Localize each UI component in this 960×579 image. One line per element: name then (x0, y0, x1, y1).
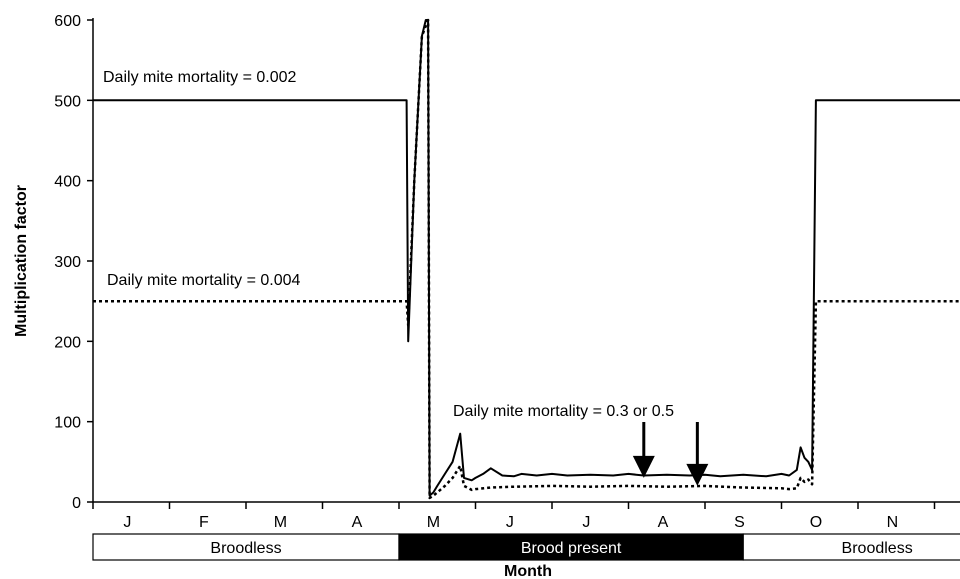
x-tick-label: A (352, 514, 363, 531)
x-tick-label: J (123, 514, 131, 531)
series-line-dotted (93, 18, 960, 500)
x-tick-label: M (274, 514, 287, 531)
x-tick-label: S (734, 514, 745, 531)
annotation-arrow-head (632, 455, 655, 478)
annotation-mortality-0002: Daily mite mortality = 0.002 (103, 69, 297, 86)
y-tick-label: 0 (72, 495, 81, 512)
band-2 (742, 533, 960, 561)
y-tick-label: 600 (54, 13, 81, 30)
x-tick-label: J (582, 514, 590, 531)
y-axis-title: Multiplication factor (13, 185, 30, 337)
x-tick-label: F (199, 514, 209, 531)
x-tick-label: J (506, 514, 514, 531)
series-line-solid (93, 19, 960, 497)
x-tick-label: O (810, 514, 822, 531)
y-tick-label: 300 (54, 254, 81, 271)
annotation-mortality-03-05: Daily mite mortality = 0.3 or 0.5 (453, 403, 674, 420)
y-tick-label: 500 (54, 93, 81, 110)
y-tick-label: 200 (54, 334, 81, 351)
x-axis-title: Month (504, 563, 552, 579)
x-tick-label: A (658, 514, 669, 531)
x-tick-label: M (427, 514, 440, 531)
y-tick-label: 400 (54, 174, 81, 191)
band-label: Broodless (842, 540, 913, 557)
band-label: Broodless (210, 540, 281, 557)
band-0 (92, 533, 400, 561)
band-label: Brood present (521, 540, 622, 557)
y-tick-label: 100 (54, 415, 81, 432)
x-tick-label: N (887, 514, 899, 531)
annotation-arrow-head (686, 463, 709, 486)
annotation-mortality-0004: Daily mite mortality = 0.004 (107, 272, 301, 289)
band-1 (398, 533, 744, 561)
